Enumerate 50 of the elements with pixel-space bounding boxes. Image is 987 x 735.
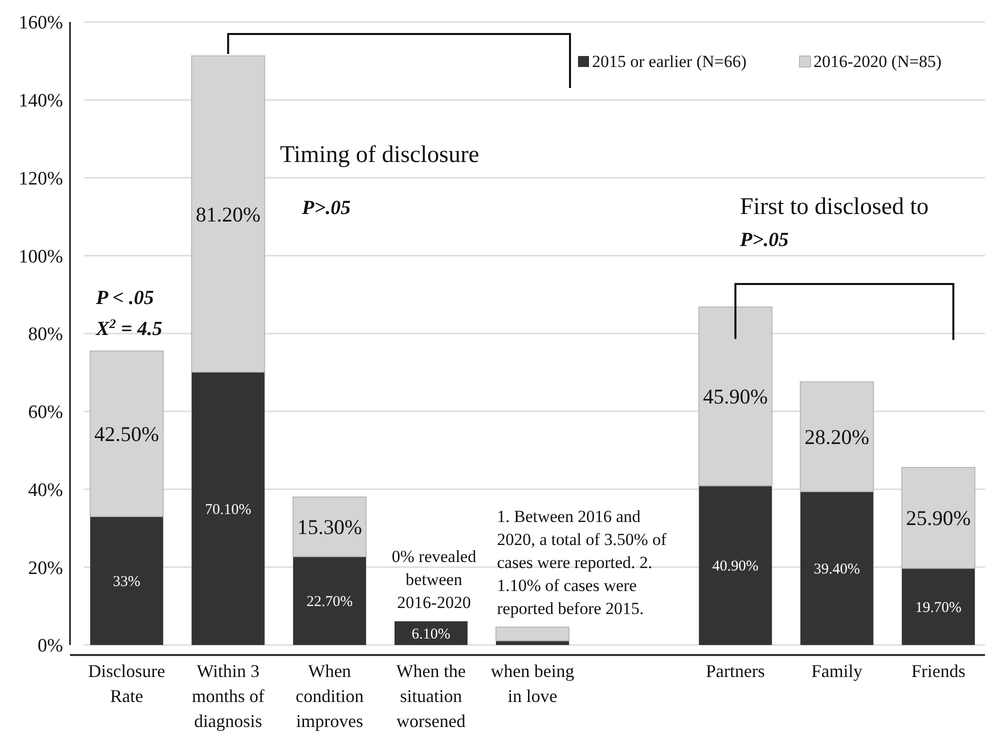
data-label: 40.90% <box>712 558 759 575</box>
annotation: 1. Between 2016 and 2020, a total of 3.50% of cases were reported. 2. 1.10% of cases were reported before 2015. <box>497 507 667 618</box>
annotation: First to disclosed to <box>740 194 929 220</box>
y-tick-label: 80% <box>28 324 64 346</box>
data-label: 6.10% <box>412 626 450 642</box>
annotation: 0% revealed between 2016-2020 <box>392 547 477 612</box>
bar <box>394 621 468 645</box>
annotation: P < .05 <box>95 287 154 309</box>
annotation: P>.05 <box>739 229 789 251</box>
y-tick-label: 60% <box>28 402 64 424</box>
legend-label: 2015 or earlier (N=66) <box>592 52 747 71</box>
x-tick-label: Family <box>811 661 862 681</box>
bar <box>292 496 367 558</box>
bar <box>496 640 570 645</box>
bar <box>495 626 570 642</box>
x-tick-label: Within 3 months of diagnosis <box>192 661 264 731</box>
data-label: 15.30% <box>297 515 362 540</box>
y-tick-label: 40% <box>28 480 64 501</box>
x-tick-label: when being in love <box>490 661 574 706</box>
annotation: P>.05 <box>301 197 351 219</box>
legend-label: 2016-2020 (N=85) <box>814 52 942 71</box>
data-label: 19.70% <box>915 600 962 616</box>
bar <box>293 556 366 645</box>
data-label: 22.70% <box>306 594 353 610</box>
y-tick-label: 0% <box>38 636 64 657</box>
x-tick-label: Disclosure Rate <box>88 661 166 706</box>
data-label: 28.20% <box>804 425 870 450</box>
data-label: 39.40% <box>814 562 860 578</box>
y-tick-label: 20% <box>28 558 64 579</box>
annotation: X$^{2}$ = 4.5 <box>95 316 162 340</box>
y-tick-label: 160% <box>18 12 64 34</box>
y-tick-label: 120% <box>18 168 64 190</box>
x-tick-label: Partners <box>706 661 765 681</box>
bar <box>698 486 772 645</box>
x-tick-label: When condition improves <box>296 661 364 731</box>
x-tick-label: When the situation worsened <box>396 661 466 731</box>
bar <box>800 492 874 645</box>
y-tick-label: 100% <box>18 246 64 268</box>
data-label: 70.10% <box>205 502 252 518</box>
annotation: Timing of disclosure <box>280 142 480 168</box>
bar <box>192 372 265 645</box>
y-tick-label: 140% <box>18 90 64 112</box>
data-label: 42.50% <box>94 422 160 446</box>
x-tick-label: Friends <box>911 661 966 681</box>
data-label: 81.20% <box>196 202 261 226</box>
bar <box>902 568 975 645</box>
bar <box>90 516 164 645</box>
data-label: 45.90% <box>703 384 768 409</box>
data-label: 33% <box>112 574 140 590</box>
data-label: 25.90% <box>906 506 971 530</box>
